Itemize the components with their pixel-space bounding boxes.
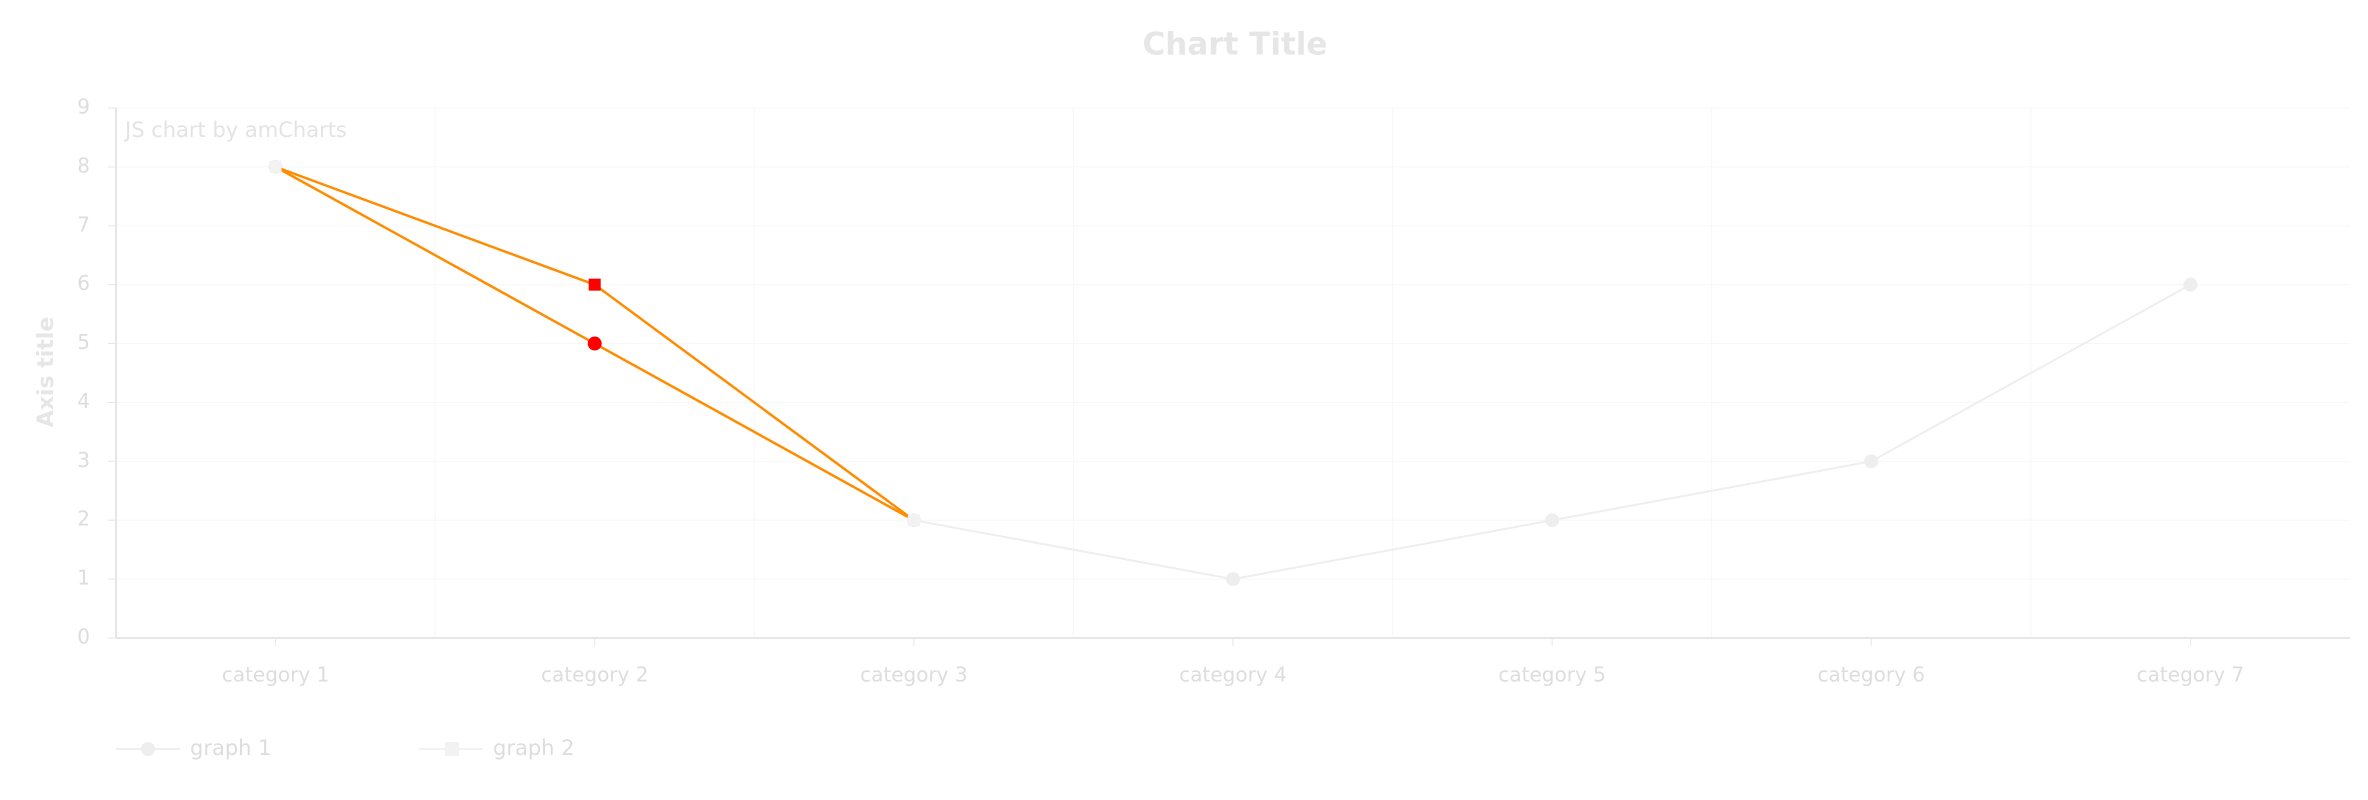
y-axis-title: Axis title <box>34 317 59 428</box>
y-tick-label: 9 <box>77 95 90 119</box>
legend-label: graph 1 <box>190 736 272 760</box>
highlight-segment <box>593 283 915 522</box>
watermark: JS chart by amCharts <box>123 118 347 142</box>
x-tick-label: category 7 <box>2137 663 2244 687</box>
marker <box>1864 454 1879 469</box>
marker <box>1226 572 1240 587</box>
marker <box>1545 513 1560 528</box>
marker <box>907 514 920 527</box>
highlight-segment <box>274 165 596 345</box>
x-tick-label: category 1 <box>222 663 329 687</box>
highlight-segment <box>275 165 596 286</box>
highlight-segment <box>594 342 915 522</box>
x-tick-label: category 4 <box>1179 663 1286 687</box>
y-tick-label: 0 <box>77 625 90 649</box>
marker <box>587 336 602 351</box>
x-tick-label: category 2 <box>541 663 648 687</box>
legend-label: graph 2 <box>493 736 575 760</box>
marker <box>588 278 601 291</box>
chart-title: Chart Title <box>1143 27 1328 63</box>
y-tick-label: 4 <box>77 389 90 413</box>
y-tick-label: 1 <box>77 566 90 590</box>
y-tick-label: 2 <box>77 507 90 531</box>
legend-marker <box>445 742 459 756</box>
x-tick-label: category 3 <box>860 663 967 687</box>
y-tick-label: 5 <box>77 330 90 354</box>
y-tick-label: 8 <box>77 153 90 177</box>
y-tick-label: 3 <box>77 448 90 472</box>
marker <box>269 160 282 173</box>
y-tick-label: 6 <box>77 271 90 295</box>
line <box>275 166 2191 581</box>
marker <box>2183 277 2198 292</box>
x-tick-label: category 6 <box>1818 663 1925 687</box>
x-tick-label: category 5 <box>1498 663 1605 687</box>
y-tick-label: 7 <box>77 212 90 236</box>
legend-marker <box>141 742 155 756</box>
